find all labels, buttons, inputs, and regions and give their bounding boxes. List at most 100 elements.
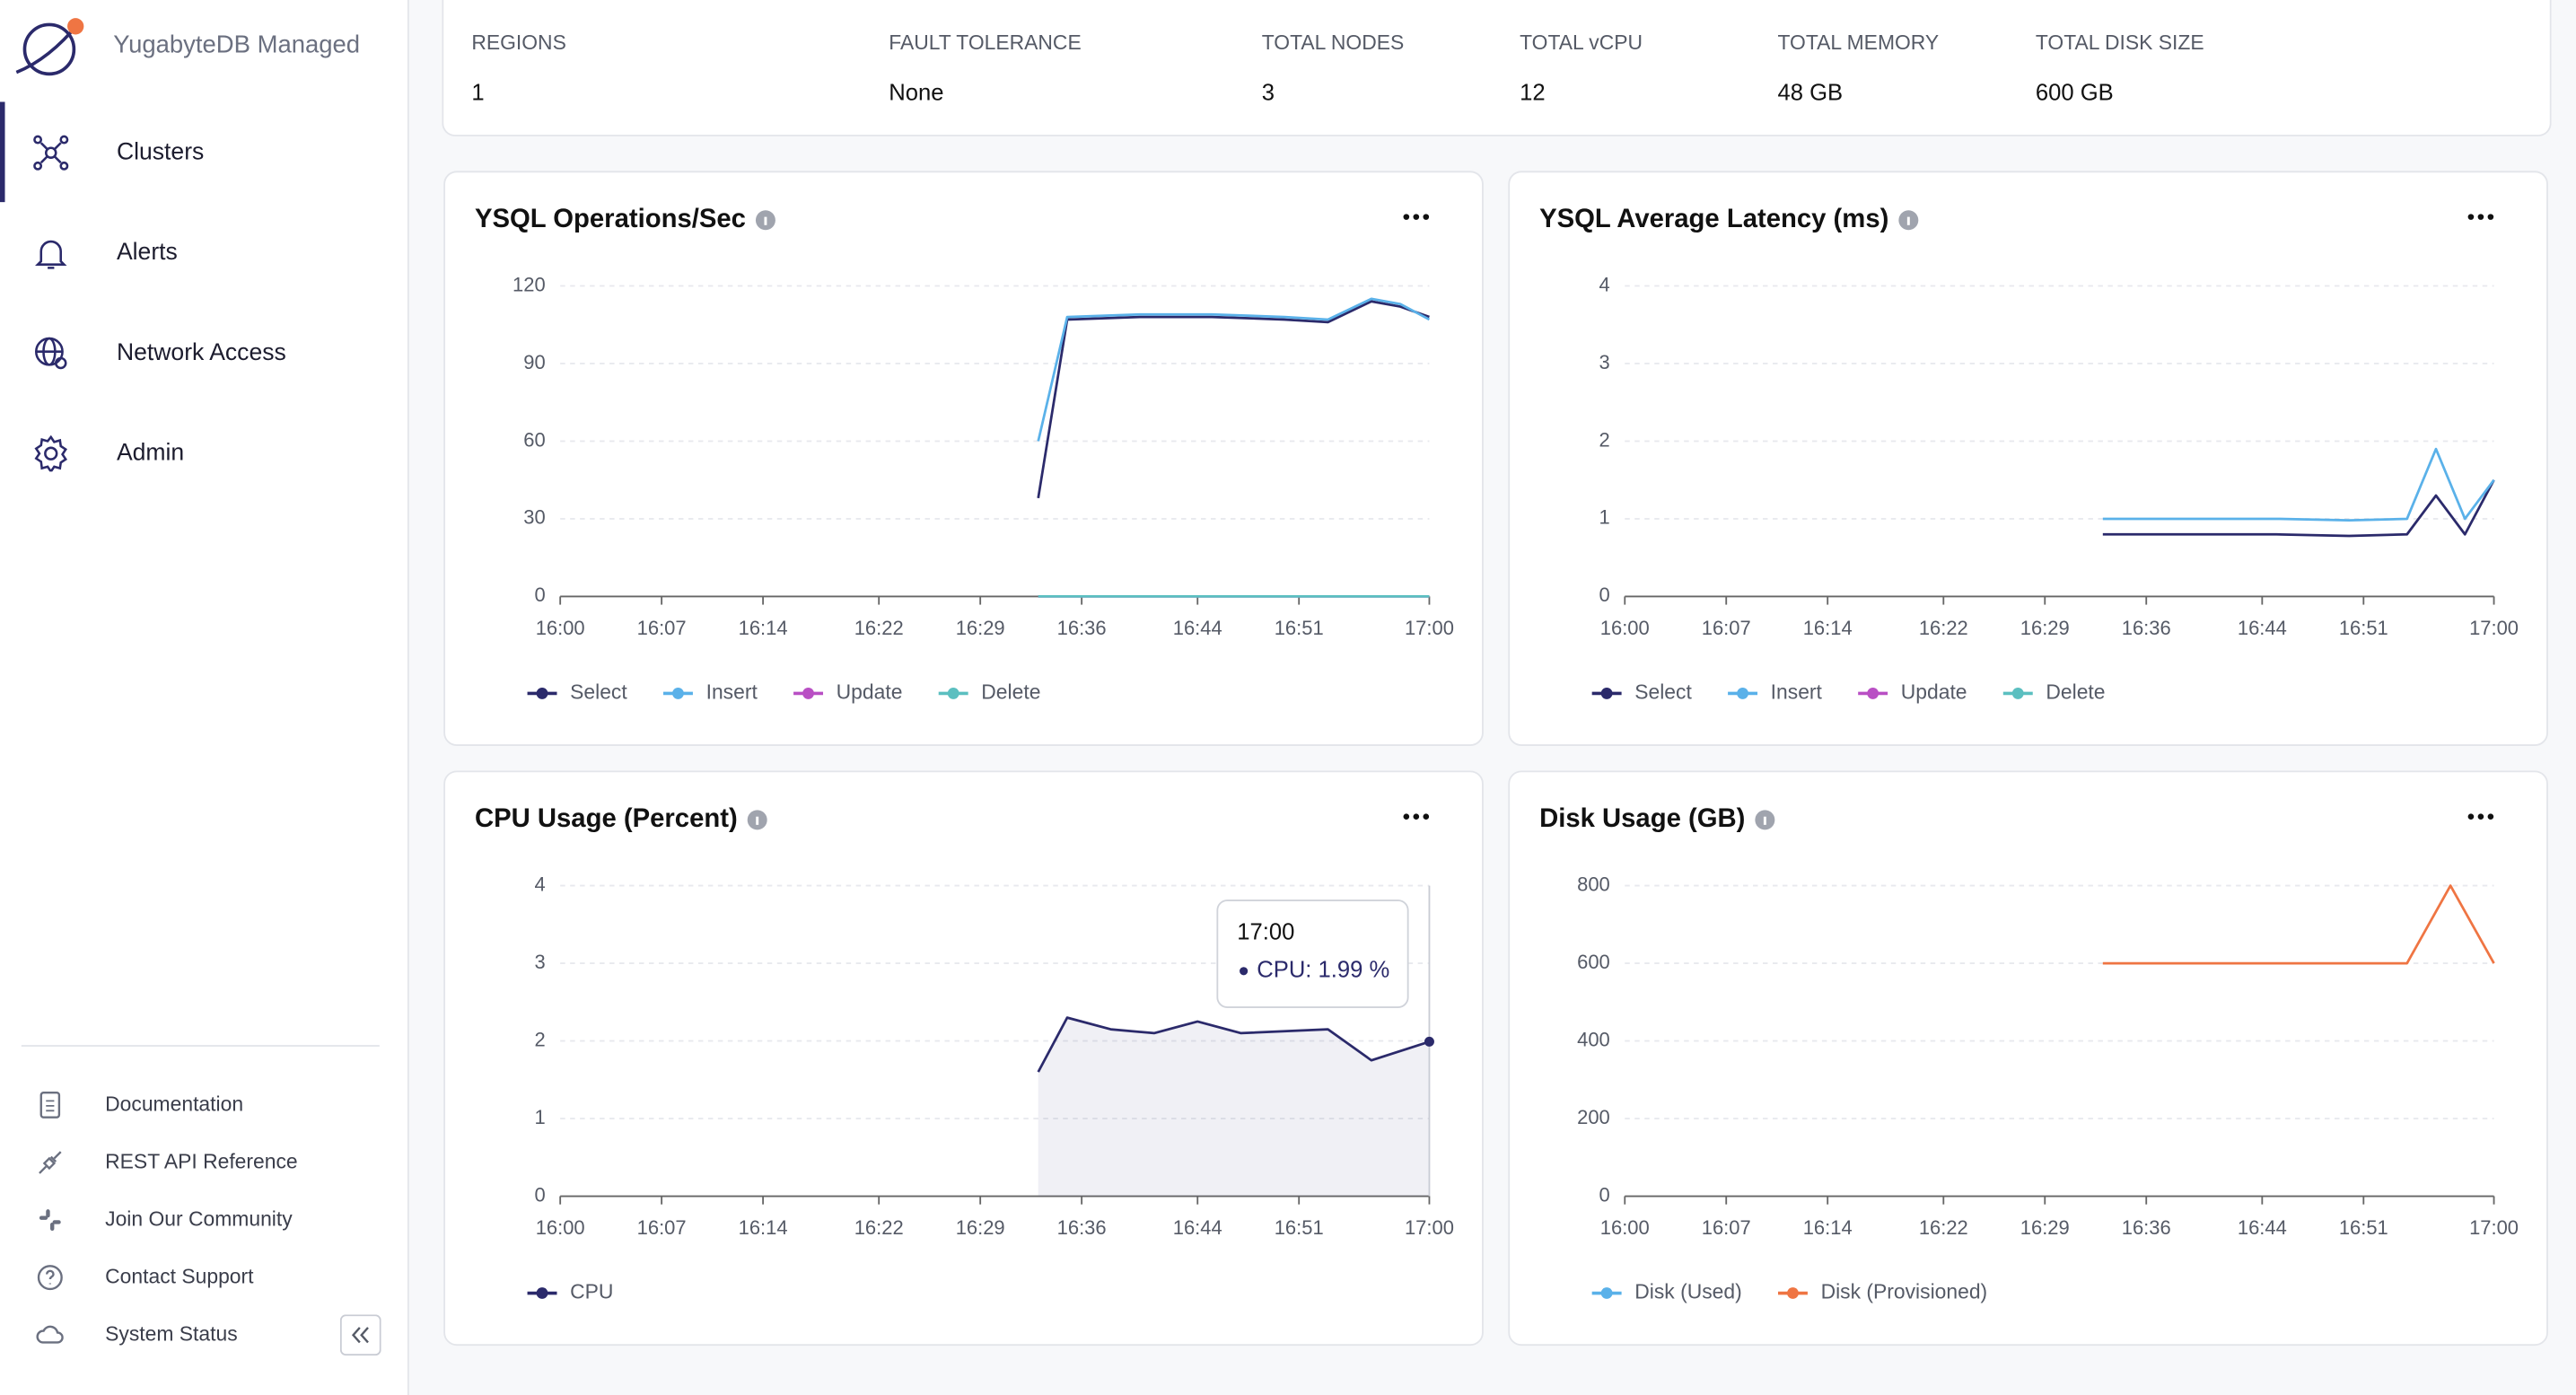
info-icon-mark — [756, 816, 759, 825]
sidebar: YugabyteDB Managed Clusters Alerts Netwo… — [0, 0, 409, 1395]
x-tick-label: 16:51 — [2339, 1216, 2388, 1239]
legend-dot — [1600, 1287, 1613, 1299]
nav-item[interactable]: Alerts — [116, 240, 178, 267]
legend-label: Disk (Used) — [1634, 1280, 1741, 1303]
support-icon — [37, 1265, 63, 1291]
alerts-icon — [35, 240, 67, 269]
collapse-button[interactable] — [339, 1314, 381, 1356]
y-tick-label: 0 — [534, 1183, 545, 1206]
y-tick-label: 90 — [523, 351, 545, 373]
series-line — [1037, 300, 1430, 499]
x-tick-label: 16:29 — [956, 1216, 1005, 1239]
x-tick-label: 16:51 — [1275, 1216, 1324, 1239]
chart-card: YSQL Operations/Sec 0 30 60 90 120 16:00 16:07 1… — [443, 171, 1484, 747]
x-tick-label: 16:07 — [1702, 1216, 1751, 1239]
x-tick-label: 17:00 — [1405, 1216, 1454, 1239]
active-indicator — [0, 101, 5, 203]
y-tick-label: 2 — [1599, 428, 1610, 451]
y-tick-label: 30 — [523, 506, 545, 529]
nav-item[interactable]: Clusters — [116, 139, 205, 166]
x-tick-label: 16:36 — [1057, 617, 1107, 639]
x-tick-label: 16:44 — [1173, 1216, 1222, 1239]
x-tick-label: 16:44 — [1173, 617, 1222, 639]
hover-point — [1424, 1036, 1434, 1047]
legend-dot — [1600, 688, 1613, 699]
stat-value: 12 — [1520, 78, 1546, 106]
nav-item[interactable]: Admin — [116, 440, 185, 467]
menu-dot — [1413, 214, 1420, 220]
series-line — [2102, 447, 2495, 522]
community-icon — [39, 1209, 61, 1231]
link[interactable]: REST API Reference — [105, 1150, 298, 1173]
x-tick-label: 16:14 — [1803, 617, 1853, 639]
link[interactable]: System Status — [105, 1322, 238, 1347]
chart: YSQL Operations/Sec 0 30 60 90 120 16:00 16:07 1… — [475, 204, 1454, 703]
info-icon-mark — [764, 216, 767, 225]
api-icon — [39, 1151, 62, 1174]
logo — [15, 18, 84, 76]
stat-value: 3 — [1261, 78, 1275, 106]
y-tick-label: 0 — [1599, 1183, 1610, 1206]
y-tick-label: 400 — [1577, 1028, 1610, 1050]
x-tick-label: 16:22 — [854, 617, 904, 639]
stat-value: 600 GB — [2035, 78, 2114, 106]
x-tick-label: 16:00 — [536, 617, 585, 639]
x-tick-label: 16:51 — [1275, 617, 1324, 639]
y-tick-label: 1 — [534, 1106, 545, 1128]
info-icon-mark — [1763, 816, 1766, 825]
menu-dot — [2487, 813, 2494, 820]
stat-value: None — [889, 78, 944, 106]
x-tick-label: 16:36 — [2122, 1216, 2171, 1239]
x-tick-label: 16:14 — [739, 1216, 788, 1239]
link[interactable]: Join Our Community — [105, 1207, 293, 1231]
menu-dot — [2467, 214, 2475, 220]
tooltip-dot — [1240, 967, 1249, 976]
info-icon-mark — [1906, 216, 1910, 225]
stat-label: FAULT TOLERANCE — [889, 31, 1082, 55]
stat-label: TOTAL vCPU — [1520, 31, 1643, 55]
x-tick-label: 16:29 — [2020, 1216, 2070, 1239]
link[interactable]: Documentation — [105, 1092, 244, 1116]
legend-label: CPU — [570, 1280, 613, 1303]
menu-dot — [2477, 214, 2484, 220]
menu-dot — [1413, 813, 1420, 820]
y-tick-label: 600 — [1577, 951, 1610, 973]
menu-dot — [2477, 813, 2484, 820]
legend-label: Select — [1634, 680, 1692, 703]
legend-dot — [672, 688, 684, 699]
legend-label: Delete — [981, 680, 1040, 703]
stat-value: 1 — [471, 78, 485, 106]
brand: YugabyteDB Managed — [113, 31, 361, 59]
tooltip-title: 17:00 — [1237, 919, 1294, 944]
chart: CPU Usage (Percent) 0 1 2 3 4 16:00 16:07 16:14 1… — [475, 803, 1454, 1303]
chart: Disk Usage (GB) 0 200 400 600 800 16:00 16:07 16… — [1539, 803, 2519, 1303]
stat-value: 48 GB — [1777, 78, 1844, 106]
link[interactable]: Contact Support — [105, 1265, 254, 1289]
y-tick-label: 800 — [1577, 873, 1610, 895]
series-line — [1037, 297, 1431, 442]
menu-dot — [1423, 813, 1430, 820]
nav-item[interactable]: Network Access — [116, 339, 286, 367]
legend-dot — [1787, 1287, 1799, 1299]
admin-icon — [34, 435, 67, 472]
y-tick-label: 4 — [534, 873, 545, 895]
x-tick-label: 17:00 — [1405, 617, 1454, 639]
x-tick-label: 16:22 — [854, 1216, 904, 1239]
summary-card: REGIONS 1 FAULT TOLERANCE None TOTAL NODES 3 T… — [442, 0, 2552, 136]
menu-dot — [1403, 813, 1410, 820]
x-tick-label: 16:07 — [1702, 617, 1751, 639]
chart-title: Disk Usage (GB) — [1539, 803, 1745, 833]
chart-title: YSQL Average Latency (ms) — [1539, 204, 1888, 233]
y-tick-label: 4 — [1599, 273, 1610, 295]
chart: YSQL Average Latency (ms) 0 1 2 3 4 16:00 16:07… — [1539, 204, 2519, 703]
legend-label: Disk (Provisioned) — [1821, 1280, 1988, 1303]
series-line — [1037, 1016, 1430, 1073]
stat-label: TOTAL NODES — [1261, 31, 1405, 55]
x-tick-label: 16:44 — [2238, 1216, 2287, 1239]
x-tick-label: 17:00 — [2469, 617, 2519, 639]
chart-title: YSQL Operations/Sec — [475, 204, 746, 233]
y-tick-label: 3 — [1599, 351, 1610, 373]
y-tick-label: 3 — [534, 951, 545, 973]
legend-label: Select — [570, 680, 627, 703]
y-tick-label: 0 — [534, 583, 545, 606]
